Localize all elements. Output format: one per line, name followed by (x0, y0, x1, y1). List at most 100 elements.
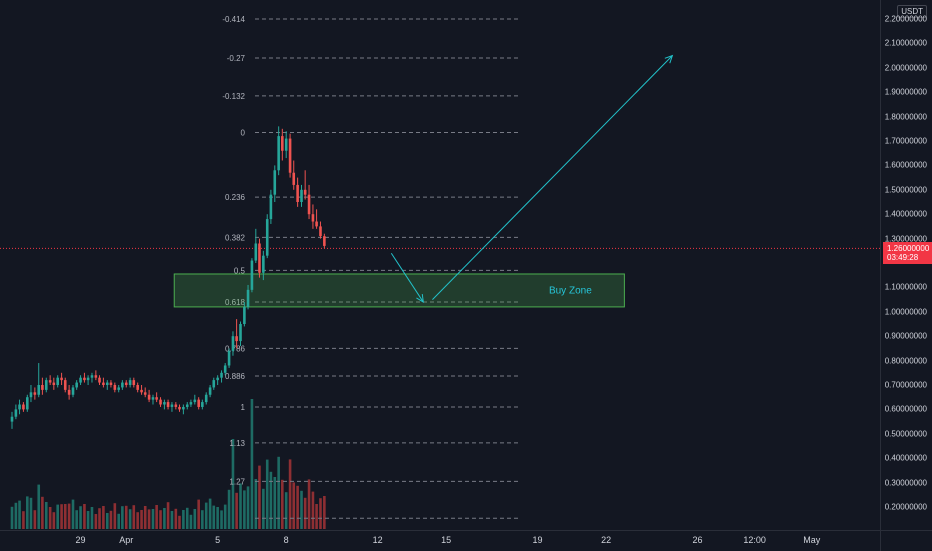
candle-body (231, 336, 235, 351)
fib-level-label: 0.886 (225, 372, 246, 381)
fibonacci-retracement[interactable]: -0.414 -0.27 -0.132 0 0.236 0.382 0.5 0.618 0.78… (222, 15, 518, 519)
candle-body (33, 392, 37, 395)
volume-bar (143, 506, 147, 529)
candle-body (151, 397, 155, 400)
price-tick-label: 2.10000000 (884, 38, 927, 48)
volume-bars (10, 399, 326, 529)
trend-arrows[interactable] (390, 54, 674, 304)
candle-body (284, 138, 288, 151)
time-tick-label: 5 (215, 535, 221, 545)
chart-pane[interactable]: -0.414 -0.27 -0.132 0 0.236 0.382 0.5 0.618 0.78… (0, 0, 880, 530)
volume-bar (204, 502, 208, 529)
volume-bar (182, 510, 185, 529)
volume-bar (296, 485, 299, 529)
volume-bar (166, 502, 170, 529)
volume-bar (98, 508, 101, 529)
quote-currency-label[interactable]: USDT (897, 5, 927, 18)
volume-bar (33, 510, 37, 529)
candle-body (10, 416, 14, 422)
time-tick-label: May (803, 535, 821, 545)
time-tick-label: 19 (532, 535, 543, 545)
price-tick-label: 1.40000000 (884, 209, 927, 219)
volume-bar (18, 500, 21, 529)
price-tick-label: 1.30000000 (884, 234, 927, 244)
candle-body (269, 194, 273, 220)
time-tick-label: 29 (75, 535, 86, 545)
candle-body (189, 402, 193, 405)
volume-bar (262, 488, 265, 529)
candle-body (265, 219, 269, 256)
candle-body (277, 136, 280, 171)
volume-bar (246, 486, 250, 529)
time-tick-label: 8 (283, 535, 289, 545)
candle-body (98, 377, 101, 383)
volume-bar (52, 512, 56, 529)
volume-bar (48, 507, 52, 529)
volume-bar (235, 492, 238, 529)
candle-body (288, 138, 292, 173)
candle-body (18, 404, 21, 410)
volume-bar (132, 505, 136, 529)
price-tick-label: 0.60000000 (884, 404, 927, 414)
volume-bar (201, 510, 204, 529)
candle-body (204, 394, 208, 403)
volume-bar (60, 504, 63, 529)
candle-body (243, 306, 246, 324)
volume-bar (37, 484, 41, 529)
candle-body (319, 226, 322, 237)
candle-body (155, 397, 158, 400)
fib-level-label: 0.618 (225, 298, 246, 307)
price-tick-label: 1.60000000 (884, 160, 927, 170)
candle-body (239, 324, 242, 342)
volume-bar (239, 483, 242, 529)
volume-bar (323, 496, 326, 529)
volume-bar (83, 504, 86, 529)
time-tick-label: 12:00 (743, 535, 766, 545)
volume-bar (185, 507, 189, 529)
candle-body (315, 221, 318, 227)
candle-body (147, 394, 151, 400)
candle-body (307, 194, 311, 215)
candle-body (185, 404, 189, 407)
candle-body (37, 385, 41, 395)
candle-body (124, 382, 128, 385)
price-tick-label: 1.70000000 (884, 136, 927, 146)
volume-bar (128, 509, 132, 529)
volume-bar (315, 504, 318, 529)
volume-bar (216, 507, 219, 529)
candle-body (216, 377, 219, 381)
current-price-value: 1.26000000 (887, 244, 930, 254)
candle-body (201, 402, 204, 407)
volume-bar (281, 479, 284, 529)
volume-bar (231, 439, 235, 529)
fib-level-label: 1 (241, 403, 246, 412)
candle-body (178, 406, 181, 410)
volume-bar (284, 492, 288, 529)
candle-body (140, 389, 143, 393)
volume-bar (163, 508, 166, 529)
candle-body (102, 382, 105, 385)
candle-body (227, 350, 231, 366)
price-tick-label: 1.00000000 (884, 307, 927, 317)
candle-body (113, 385, 117, 390)
volume-bar (269, 471, 273, 529)
volume-bar (140, 510, 143, 529)
volume-bar (220, 510, 223, 529)
time-axis[interactable]: 29 Apr 5 8 12 15 19 22 26 12:00 May (0, 530, 880, 551)
volume-bar (155, 505, 158, 529)
candle-body (212, 380, 216, 388)
trend-arrow-line (390, 252, 424, 303)
volume-bar (227, 489, 231, 529)
volume-bar (109, 510, 113, 529)
volume-bar (273, 477, 277, 529)
price-tick-label: 0.80000000 (884, 356, 927, 366)
price-axis[interactable]: USDT 2.20000000 2.10000000 2.00000000 1.900… (880, 0, 932, 530)
volume-bar (254, 479, 258, 529)
fib-level-label: 1.27 (229, 477, 245, 486)
volume-bar (136, 512, 139, 529)
volume-bar (71, 499, 75, 529)
volume-bar (265, 459, 269, 529)
chart-canvas[interactable]: -0.414 -0.27 -0.132 0 0.236 0.382 0.5 0.618 0.78… (0, 0, 880, 530)
candle-body (262, 255, 265, 273)
